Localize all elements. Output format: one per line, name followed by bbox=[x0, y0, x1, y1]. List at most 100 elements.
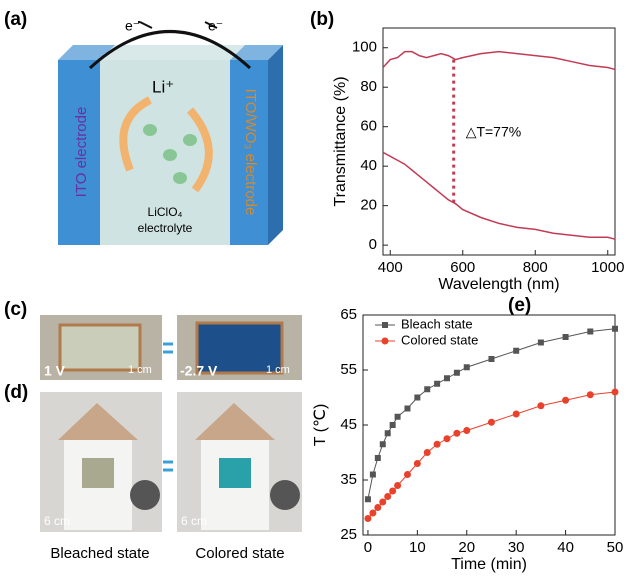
y-axis-title: Transmittance (%) bbox=[332, 76, 349, 206]
electrolyte-label: electrolyte bbox=[138, 221, 193, 235]
marker bbox=[389, 487, 397, 495]
marker bbox=[433, 440, 441, 448]
marker bbox=[394, 413, 401, 420]
legend-marker bbox=[382, 322, 388, 328]
legend-label: Bleach state bbox=[401, 316, 473, 331]
marker bbox=[512, 410, 520, 418]
voltage-label: 1 V bbox=[44, 363, 66, 379]
x-tick-label: 800 bbox=[523, 259, 548, 276]
device bbox=[58, 323, 142, 372]
marker bbox=[389, 422, 396, 428]
x-axis-title: Wavelength (nm) bbox=[438, 276, 559, 293]
caption: Bleached state bbox=[50, 545, 149, 562]
ion-arrow bbox=[186, 107, 213, 193]
x-tick-label: 20 bbox=[458, 539, 475, 556]
caption: Colored state bbox=[195, 545, 284, 562]
scale-label: 6 cm bbox=[44, 514, 70, 528]
marker bbox=[423, 449, 431, 456]
series-line bbox=[382, 50, 616, 71]
circuit-arc bbox=[88, 30, 252, 70]
legend-marker bbox=[381, 337, 389, 345]
x-tick-label: 30 bbox=[508, 539, 525, 556]
marker bbox=[414, 394, 421, 401]
marker bbox=[587, 328, 594, 335]
marker bbox=[537, 339, 544, 346]
meter bbox=[270, 480, 300, 510]
slab-top bbox=[58, 45, 115, 60]
y-axis-title: T (℃) bbox=[312, 404, 329, 447]
marker bbox=[379, 441, 386, 448]
x-axis-title: Time (min) bbox=[451, 556, 527, 573]
swap-arrow bbox=[163, 460, 173, 472]
slab-top bbox=[230, 45, 283, 60]
x-tick-label: 600 bbox=[450, 259, 475, 276]
marker bbox=[384, 493, 392, 500]
marker bbox=[364, 515, 372, 522]
y-tick-label: 35 bbox=[340, 471, 357, 488]
x-tick-label: 10 bbox=[409, 539, 426, 556]
marker bbox=[364, 496, 371, 503]
legend-label: Colored state bbox=[401, 332, 478, 347]
electrolyte-label: LiClO₄ bbox=[148, 205, 183, 219]
y-tick-label: 55 bbox=[340, 361, 357, 378]
voltage-label: -2.7 V bbox=[180, 363, 218, 379]
window bbox=[219, 458, 251, 488]
panel-label: (e) bbox=[508, 295, 531, 316]
panel-label: (b) bbox=[310, 9, 334, 30]
electron-label: e⁻ bbox=[208, 18, 223, 34]
ion bbox=[183, 134, 197, 146]
y-tick-label: 100 bbox=[352, 39, 377, 56]
scale-label: 6 cm bbox=[181, 514, 207, 528]
slab-side bbox=[268, 45, 283, 245]
left-slab bbox=[58, 60, 100, 245]
marker bbox=[443, 435, 451, 443]
panel-label: (a) bbox=[4, 9, 27, 30]
marker bbox=[369, 471, 376, 478]
plot-frame bbox=[362, 314, 616, 536]
marker bbox=[453, 369, 460, 376]
marker bbox=[434, 380, 441, 387]
roof bbox=[195, 403, 275, 440]
marker bbox=[374, 504, 382, 511]
marker bbox=[487, 418, 495, 426]
plot-frame bbox=[382, 27, 616, 256]
marker bbox=[403, 471, 411, 478]
marker bbox=[562, 334, 569, 340]
roof bbox=[58, 403, 138, 440]
panel-label: (c) bbox=[4, 299, 27, 320]
cell-diagram: e⁻ e⁻ Li⁺ ITO electrode ITO/WO₃ electrod… bbox=[58, 18, 283, 245]
swap-arrow bbox=[163, 342, 173, 354]
photos: 1 V 1 cm -2.7 V 1 cm 6 cm 6 cm Bleached … bbox=[40, 315, 302, 562]
marker bbox=[384, 430, 391, 437]
y-tick-label: 80 bbox=[360, 78, 377, 95]
y-tick-label: 65 bbox=[340, 306, 357, 323]
scale-label: 1 cm bbox=[266, 364, 290, 376]
annotation: △T=77% bbox=[466, 123, 522, 139]
x-tick-label: 1000 bbox=[591, 259, 624, 276]
marker bbox=[463, 427, 471, 434]
meter bbox=[130, 480, 160, 510]
marker bbox=[562, 396, 570, 404]
y-tick-label: 20 bbox=[360, 197, 377, 214]
ion-arrow bbox=[119, 96, 152, 172]
ion bbox=[163, 149, 177, 161]
ion bbox=[173, 172, 187, 184]
device bbox=[195, 321, 284, 375]
y-tick-label: 60 bbox=[360, 118, 377, 135]
x-tick-label: 50 bbox=[607, 539, 624, 556]
marker bbox=[444, 375, 450, 382]
electron-label: e⁻ bbox=[125, 18, 140, 34]
marker bbox=[424, 386, 431, 393]
ion bbox=[143, 124, 157, 136]
arrow bbox=[138, 21, 218, 29]
ion-label: Li⁺ bbox=[152, 77, 174, 96]
series-line bbox=[382, 151, 616, 240]
marker bbox=[413, 460, 421, 467]
x-tick-label: 40 bbox=[557, 539, 574, 556]
y-tick-label: 45 bbox=[340, 416, 357, 433]
marker bbox=[611, 388, 619, 396]
marker bbox=[369, 509, 377, 517]
marker bbox=[453, 429, 461, 437]
scale-label: 1 cm bbox=[128, 364, 152, 376]
